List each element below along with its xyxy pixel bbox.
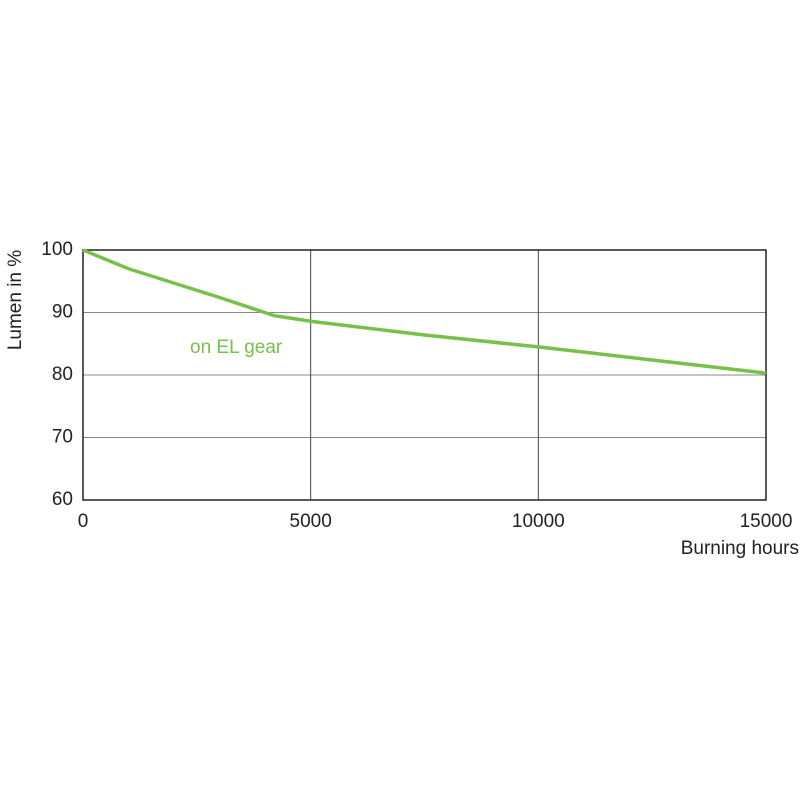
y-axis-title: Lumen in % [5, 250, 26, 350]
y-tick-label: 70 [52, 427, 73, 448]
series-line [82, 248, 767, 375]
x-tick-label: 10000 [512, 511, 565, 532]
x-tick-label: 5000 [290, 511, 332, 532]
y-tick-label: 80 [52, 364, 73, 385]
y-tick-label: 90 [52, 302, 73, 323]
x-tick-label: 15000 [740, 511, 793, 532]
y-tick-label: 60 [52, 489, 73, 510]
y-tick-label: 100 [41, 239, 73, 260]
x-tick-label: 0 [78, 511, 89, 532]
x-axis-title: Burning hours [681, 538, 799, 559]
series-label: on EL gear [190, 337, 283, 358]
plot-frame [82, 249, 767, 501]
